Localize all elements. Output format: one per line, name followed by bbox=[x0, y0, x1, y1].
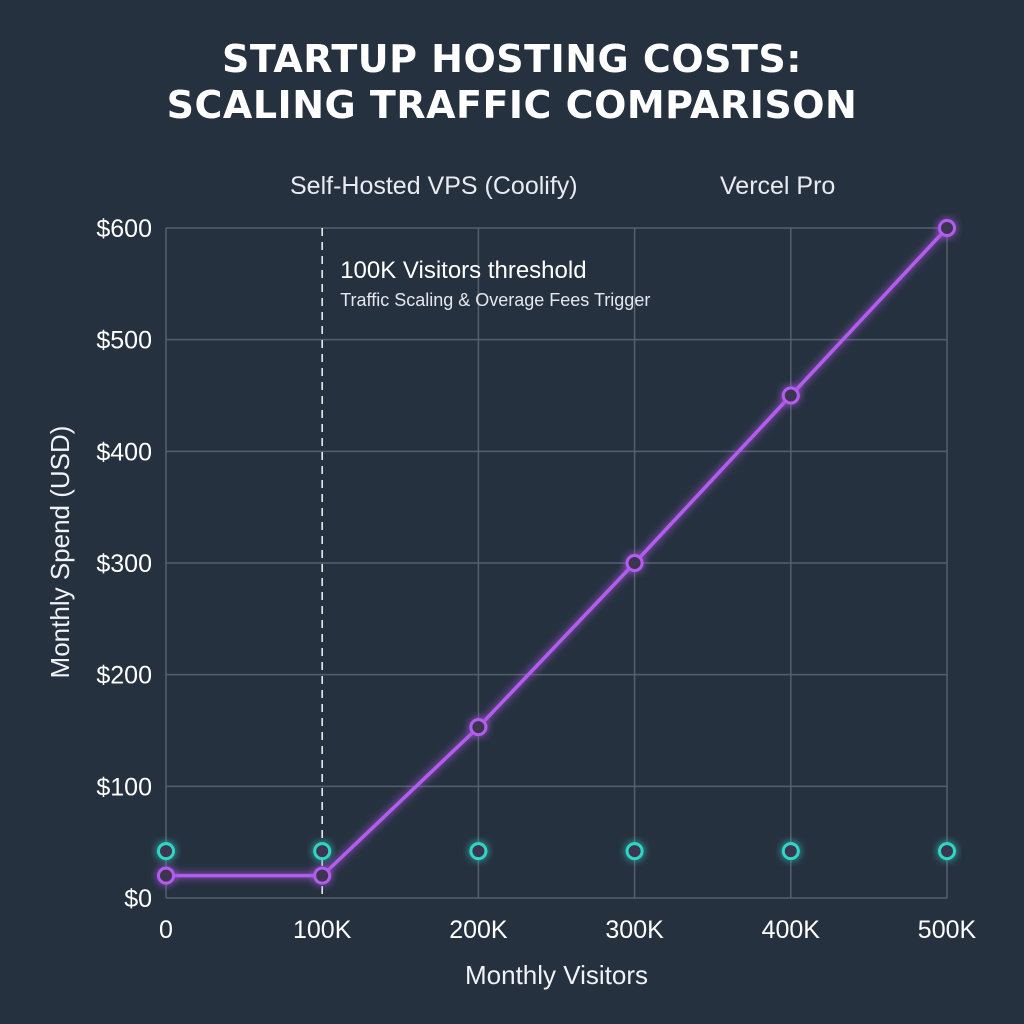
data-point[interactable] bbox=[469, 718, 488, 737]
threshold-label: 100K Visitors threshold bbox=[340, 257, 586, 284]
legend-label: Self-Hosted VPS (Coolify) bbox=[290, 172, 578, 200]
data-point[interactable] bbox=[625, 554, 644, 572]
series-vercel-pro bbox=[157, 219, 956, 885]
data-point[interactable] bbox=[313, 866, 332, 885]
y-tick-label: $600 bbox=[96, 215, 152, 243]
y-tick-label: $300 bbox=[96, 550, 152, 578]
x-axis-label: Monthly Visitors bbox=[465, 960, 648, 990]
data-point[interactable] bbox=[313, 842, 332, 861]
tick-labels: $0 $100 $200 $300 $400 $500 $600 0 100K 200K 300K 4… bbox=[96, 215, 976, 944]
legend-item-self-hosted-vps[interactable]: Self-Hosted VPS (Coolify) bbox=[216, 172, 578, 200]
data-point[interactable] bbox=[157, 866, 175, 885]
y-tick-label: $100 bbox=[96, 773, 152, 801]
x-tick-label: 300K bbox=[605, 916, 664, 944]
data-point[interactable] bbox=[469, 842, 488, 861]
legend-item-vercel-pro[interactable]: Vercel Pro bbox=[648, 172, 835, 200]
y-axis-label: Monthly Spend (USD) bbox=[45, 426, 75, 679]
x-tick-label: 0 bbox=[159, 916, 173, 944]
legend[interactable]: Self-Hosted VPS (Coolify) Vercel Pro bbox=[216, 172, 835, 200]
x-tick-label: 400K bbox=[762, 916, 821, 944]
x-tick-label: 500K bbox=[918, 916, 977, 944]
threshold-sublabel: Traffic Scaling & Overage Fees Trigger bbox=[340, 290, 650, 310]
y-tick-label: $200 bbox=[96, 662, 152, 690]
chart-title-line-1: STARTUP HOSTING COSTS: bbox=[222, 37, 802, 81]
data-point[interactable] bbox=[938, 219, 956, 237]
data-point[interactable] bbox=[157, 842, 175, 861]
chart-title: STARTUP HOSTING COSTS: SCALING TRAFFIC C… bbox=[0, 36, 1024, 128]
data-point[interactable] bbox=[625, 842, 644, 861]
data-point[interactable] bbox=[781, 386, 800, 405]
y-tick-label: $400 bbox=[96, 438, 152, 466]
threshold-annotation: 100K Visitors threshold Traffic Scaling &… bbox=[321, 228, 650, 898]
series-group bbox=[157, 219, 956, 885]
series-self-hosted-vps bbox=[157, 842, 956, 861]
y-tick-label: $500 bbox=[96, 327, 152, 355]
series-line bbox=[166, 226, 949, 878]
grid bbox=[165, 227, 948, 899]
chart-title-line-2: SCALING TRAFFIC COMPARISON bbox=[166, 83, 858, 127]
data-point[interactable] bbox=[938, 842, 956, 861]
data-point[interactable] bbox=[781, 842, 800, 861]
x-tick-label: 100K bbox=[293, 916, 352, 944]
x-tick-label: 200K bbox=[449, 916, 508, 944]
y-tick-label: $0 bbox=[124, 885, 152, 913]
legend-label: Vercel Pro bbox=[720, 172, 835, 200]
